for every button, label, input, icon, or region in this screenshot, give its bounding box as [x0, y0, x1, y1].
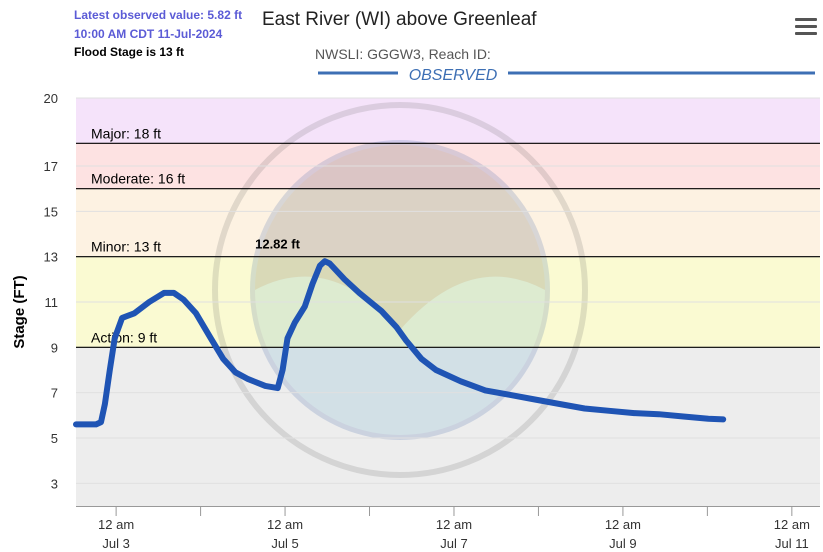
- legend-observed[interactable]: OBSERVED: [409, 67, 498, 84]
- threshold-label-action: Action: 9 ft: [91, 329, 157, 345]
- latest-time: 10:00 AM CDT 11-Jul-2024: [74, 27, 223, 41]
- minor-band: [76, 188, 820, 257]
- chart-title: East River (WI) above Greenleaf: [262, 9, 537, 30]
- y-tick-label: 15: [44, 204, 58, 219]
- x-tick-label: 12 am: [436, 517, 472, 532]
- latest-value: Latest observed value: 5.82 ft: [74, 8, 243, 22]
- x-tick-label: 12 am: [605, 517, 641, 532]
- x-tick-date: Jul 3: [102, 536, 129, 551]
- threshold-label-minor: Minor: 13 ft: [91, 239, 161, 255]
- chart-subtitle: NWSLI: GGGW3, Reach ID:: [315, 46, 491, 62]
- y-tick-label: 13: [44, 250, 58, 265]
- x-tick-label: 12 am: [774, 517, 810, 532]
- y-tick-label: 11: [45, 295, 59, 310]
- x-tick-date: Jul 7: [440, 536, 467, 551]
- y-tick-label: 3: [51, 476, 58, 491]
- observed-series-line: [73, 258, 727, 428]
- menu-icon[interactable]: [795, 18, 817, 36]
- y-tick-label: 9: [51, 340, 58, 355]
- x-tick-label: 12 am: [98, 517, 134, 532]
- peak-label: 12.82 ft: [255, 237, 300, 252]
- x-tick-date: Jul 11: [775, 536, 809, 551]
- y-tick-label: 5: [51, 431, 58, 446]
- x-tick-date: Jul 5: [271, 536, 298, 551]
- x-tick-date: Jul 9: [609, 536, 636, 551]
- y-tick-label: 7: [51, 386, 58, 401]
- noaa-watermark: [212, 102, 588, 478]
- y-tick-label: 20: [44, 91, 58, 106]
- x-tick-label: 12 am: [267, 517, 303, 532]
- y-axis-label: Stage (FT): [11, 275, 28, 348]
- threshold-label-moderate: Moderate: 16 ft: [91, 171, 185, 187]
- threshold-label-major: Major: 18 ft: [91, 125, 161, 141]
- major-band: [76, 98, 820, 144]
- y-tick-label: 17: [44, 159, 58, 174]
- flood-stage-note: Flood Stage is 13 ft: [74, 45, 185, 59]
